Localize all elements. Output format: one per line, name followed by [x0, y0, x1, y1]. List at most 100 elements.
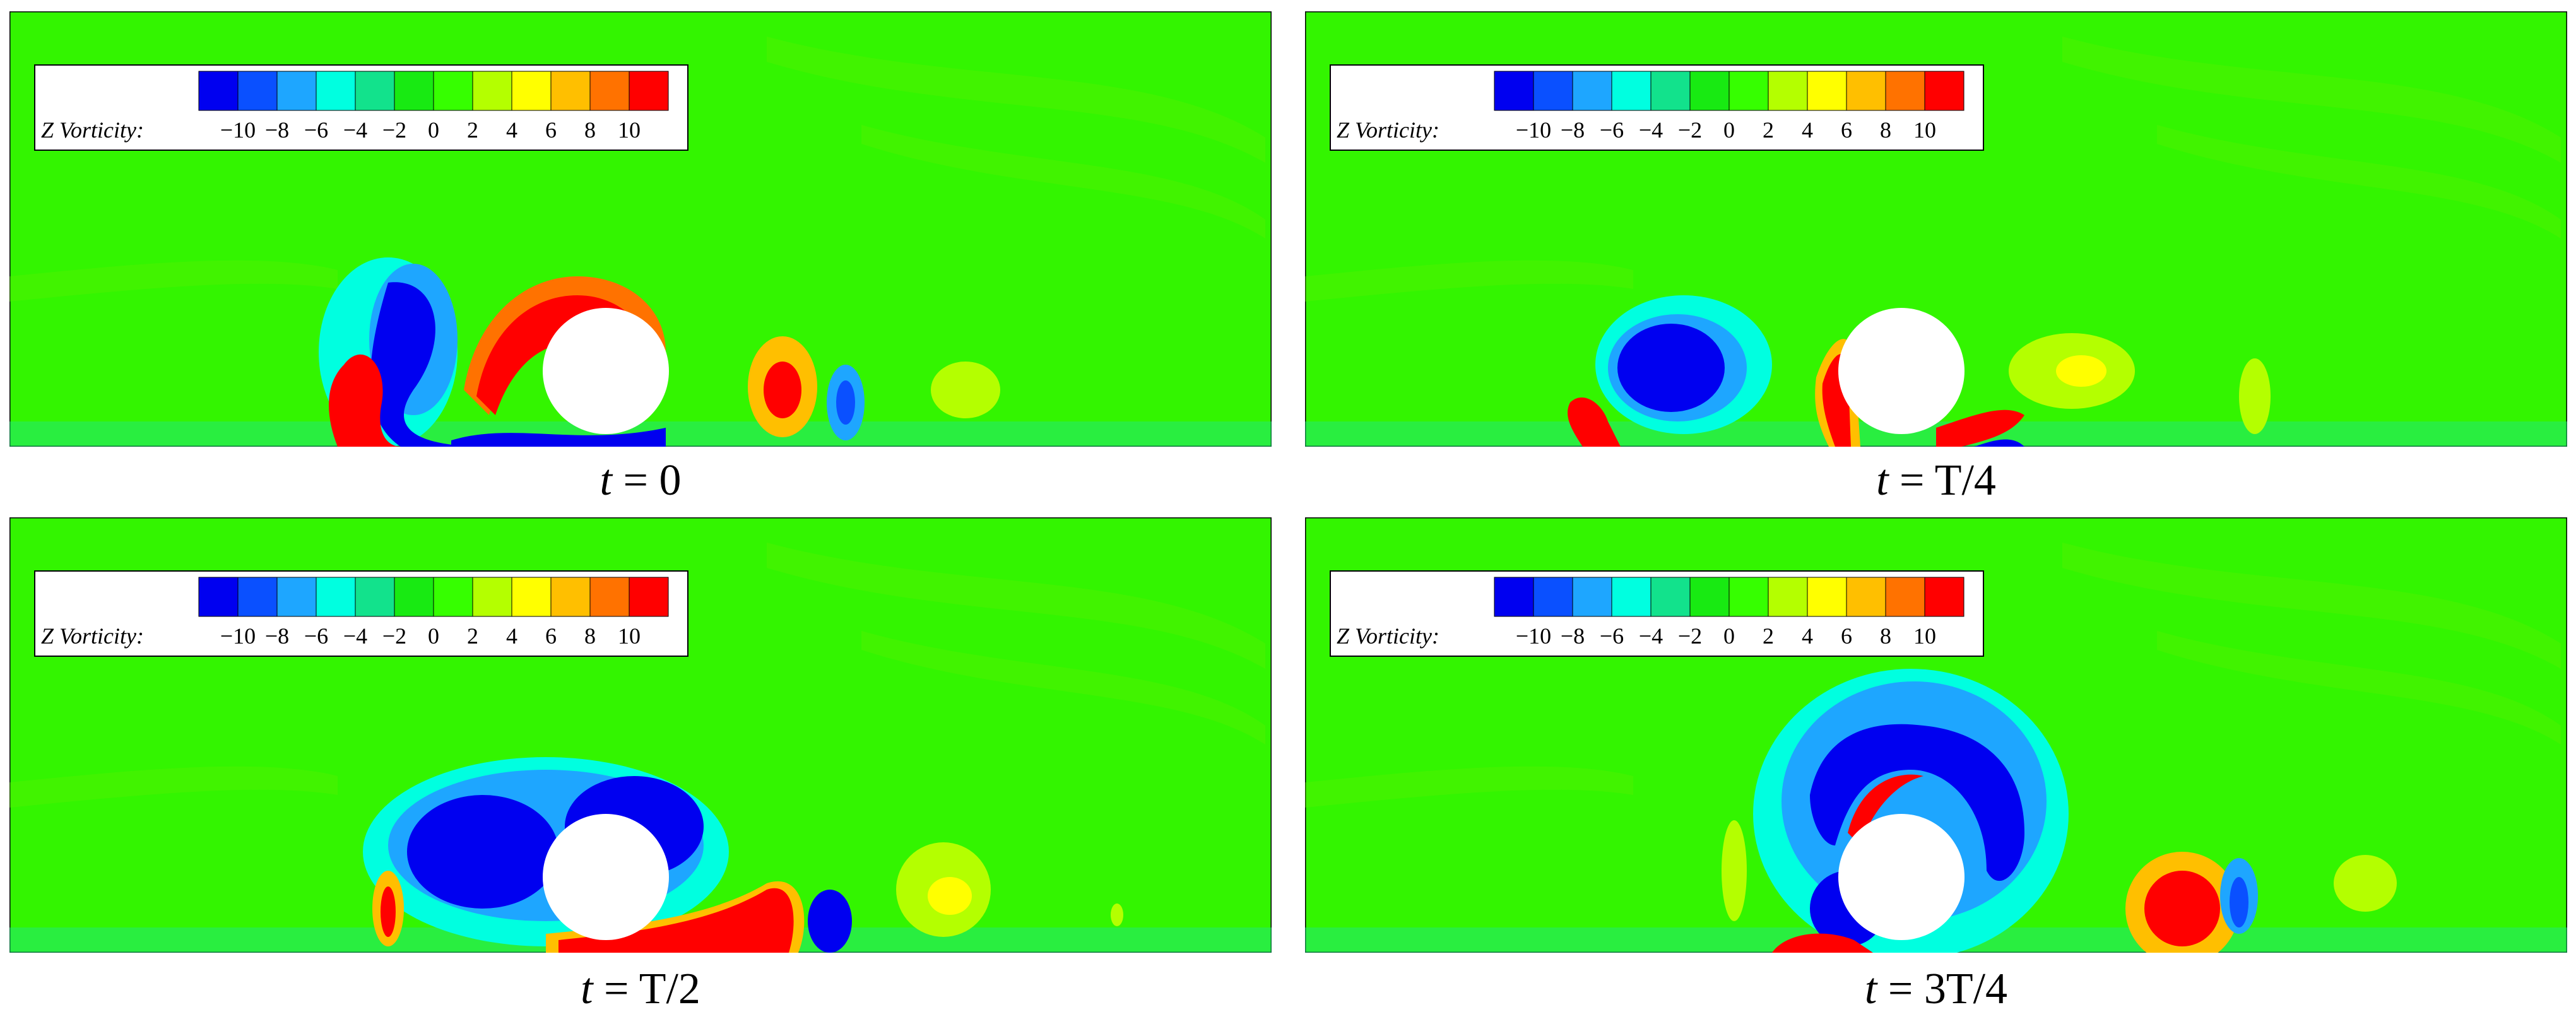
- colorbar-swatch: [1924, 577, 1964, 617]
- legend-tick-label: −8: [265, 117, 289, 143]
- legend-tick-label: −10: [1516, 117, 1551, 143]
- legend-tick-label: 4: [506, 623, 517, 649]
- colorbar-swatch: [1572, 577, 1612, 617]
- legend-tick-label: −8: [1561, 117, 1585, 143]
- legend-title: Z Vorticity:: [41, 117, 144, 143]
- colorbar-swatch: [1611, 577, 1651, 617]
- legend-tick-label: 4: [1802, 623, 1813, 649]
- colorbar-swatch: [276, 71, 317, 111]
- vorticity-panel-t0: Z Vorticity: −10 −8 −6 −4 −2 0 2 4 6 8 10: [9, 11, 1272, 447]
- colorbar-swatch: [629, 71, 669, 111]
- vorticity-panel-tT2: Z Vorticity: −10 −8 −6 −4 −2 0 2 4 6 8 10: [9, 517, 1272, 953]
- legend-tick-label: −6: [1600, 117, 1624, 143]
- colorbar-swatch: [1611, 71, 1651, 111]
- colorbar-swatch: [1768, 71, 1808, 111]
- colorbar-swatch: [198, 577, 239, 617]
- colorbar-swatch: [355, 71, 395, 111]
- colorbar-swatch: [276, 577, 317, 617]
- legend-title: Z Vorticity:: [1337, 117, 1439, 143]
- legend-tick-label: −2: [1678, 117, 1702, 143]
- caption-tT4: t = T/4: [1305, 456, 2567, 506]
- caption-variable: t: [1876, 456, 1889, 505]
- legend-tT4: Z Vorticity: −10 −8 −6 −4 −2 0 2 4 6 8 10: [1330, 64, 1984, 151]
- colorbar-swatch: [1650, 71, 1691, 111]
- caption-tT2: t = T/2: [9, 964, 1272, 1015]
- legend-tick-label: 0: [1723, 117, 1735, 143]
- legend-tick-label: 8: [584, 623, 596, 649]
- legend-tick-label: 2: [1763, 117, 1774, 143]
- caption-value: = T/4: [1888, 456, 1996, 505]
- colorbar-swatch: [511, 577, 552, 617]
- legend-tick-label: 4: [506, 117, 517, 143]
- legend-tick-label: −6: [304, 623, 328, 649]
- colorbar-swatch: [1885, 577, 1925, 617]
- colorbar-swatch: [472, 71, 512, 111]
- legend-tick-label: 0: [428, 623, 439, 649]
- vorticity-field-t3T4: Z Vorticity: −10 −8 −6 −4 −2 0 2 4 6 8 10: [1305, 517, 2567, 953]
- legend-tick-label: 6: [1841, 623, 1852, 649]
- vorticity-panel-tT4: Z Vorticity: −10 −8 −6 −4 −2 0 2 4 6 8 10: [1305, 11, 2567, 447]
- colorbar-swatch: [511, 71, 552, 111]
- vorticity-field-tT2: Z Vorticity: −10 −8 −6 −4 −2 0 2 4 6 8 10: [9, 517, 1272, 953]
- vorticity-field-t0: Z Vorticity: −10 −8 −6 −4 −2 0 2 4 6 8 10: [9, 11, 1272, 447]
- colorbar-swatch: [550, 71, 591, 111]
- colorbar-swatch: [1689, 71, 1730, 111]
- legend-tT2: Z Vorticity: −10 −8 −6 −4 −2 0 2 4 6 8 10: [34, 570, 688, 657]
- colorbar-swatch: [1494, 71, 1534, 111]
- caption-variable: t: [600, 456, 612, 505]
- legend-t3T4: Z Vorticity: −10 −8 −6 −4 −2 0 2 4 6 8 10: [1330, 570, 1984, 657]
- colorbar-swatch: [433, 71, 473, 111]
- legend-tick-label: −8: [265, 623, 289, 649]
- legend-tick-label: −10: [220, 117, 256, 143]
- colorbar-swatch: [1768, 577, 1808, 617]
- legend-tick-label: 8: [584, 117, 596, 143]
- colorbar-swatch: [589, 577, 630, 617]
- legend-tick-label: 6: [545, 117, 557, 143]
- colorbar-swatch: [629, 577, 669, 617]
- legend-tick-label: 10: [1913, 623, 1936, 649]
- colorbar-swatch: [1924, 71, 1964, 111]
- legend-tick-label: 2: [1763, 623, 1774, 649]
- legend-tick-label: −10: [220, 623, 256, 649]
- legend-tick-label: 10: [1913, 117, 1936, 143]
- colorbar-swatch: [589, 71, 630, 111]
- colorbar-swatch: [1533, 577, 1573, 617]
- colorbar-swatch: [1885, 71, 1925, 111]
- legend-title: Z Vorticity:: [41, 623, 144, 649]
- colorbar-swatch: [237, 71, 278, 111]
- vorticity-field-tT4: Z Vorticity: −10 −8 −6 −4 −2 0 2 4 6 8 10: [1305, 11, 2567, 447]
- colorbar-swatch: [1807, 577, 1847, 617]
- legend-tick-label: 6: [1841, 117, 1852, 143]
- colorbar-swatch: [1650, 577, 1691, 617]
- legend-tick-label: 2: [467, 623, 478, 649]
- caption-variable: t: [581, 965, 593, 1013]
- caption-t0: t = 0: [9, 456, 1272, 506]
- colorbar-swatch: [1846, 577, 1886, 617]
- legend-tick-label: 2: [467, 117, 478, 143]
- colorbar-swatch: [433, 577, 473, 617]
- colorbar-swatch: [1846, 71, 1886, 111]
- colorbar-swatch: [1728, 577, 1769, 617]
- legend-tick-label: 10: [618, 117, 641, 143]
- colorbar-swatch: [198, 71, 239, 111]
- caption-value: = T/2: [593, 965, 700, 1013]
- legend-tick-label: −2: [1678, 623, 1702, 649]
- legend-tick-label: 6: [545, 623, 557, 649]
- legend-tick-label: −10: [1516, 623, 1551, 649]
- caption-value: = 3T/4: [1877, 965, 2008, 1013]
- legend-tick-label: −4: [1639, 623, 1663, 649]
- legend-tick-label: 10: [618, 623, 641, 649]
- legend-tick-label: 4: [1802, 117, 1813, 143]
- caption-variable: t: [1864, 965, 1877, 1013]
- legend-tick-label: 0: [1723, 623, 1735, 649]
- colorbar-swatch: [316, 71, 356, 111]
- colorbar-swatch: [394, 71, 434, 111]
- colorbar-swatch: [1807, 71, 1847, 111]
- caption-t3T4: t = 3T/4: [1305, 964, 2567, 1015]
- colorbar-swatch: [1689, 577, 1730, 617]
- legend-tick-label: −4: [1639, 117, 1663, 143]
- legend-tick-label: −2: [382, 623, 406, 649]
- colorbar-swatch: [1728, 71, 1769, 111]
- legend-title: Z Vorticity:: [1337, 623, 1439, 649]
- legend-tick-label: 0: [428, 117, 439, 143]
